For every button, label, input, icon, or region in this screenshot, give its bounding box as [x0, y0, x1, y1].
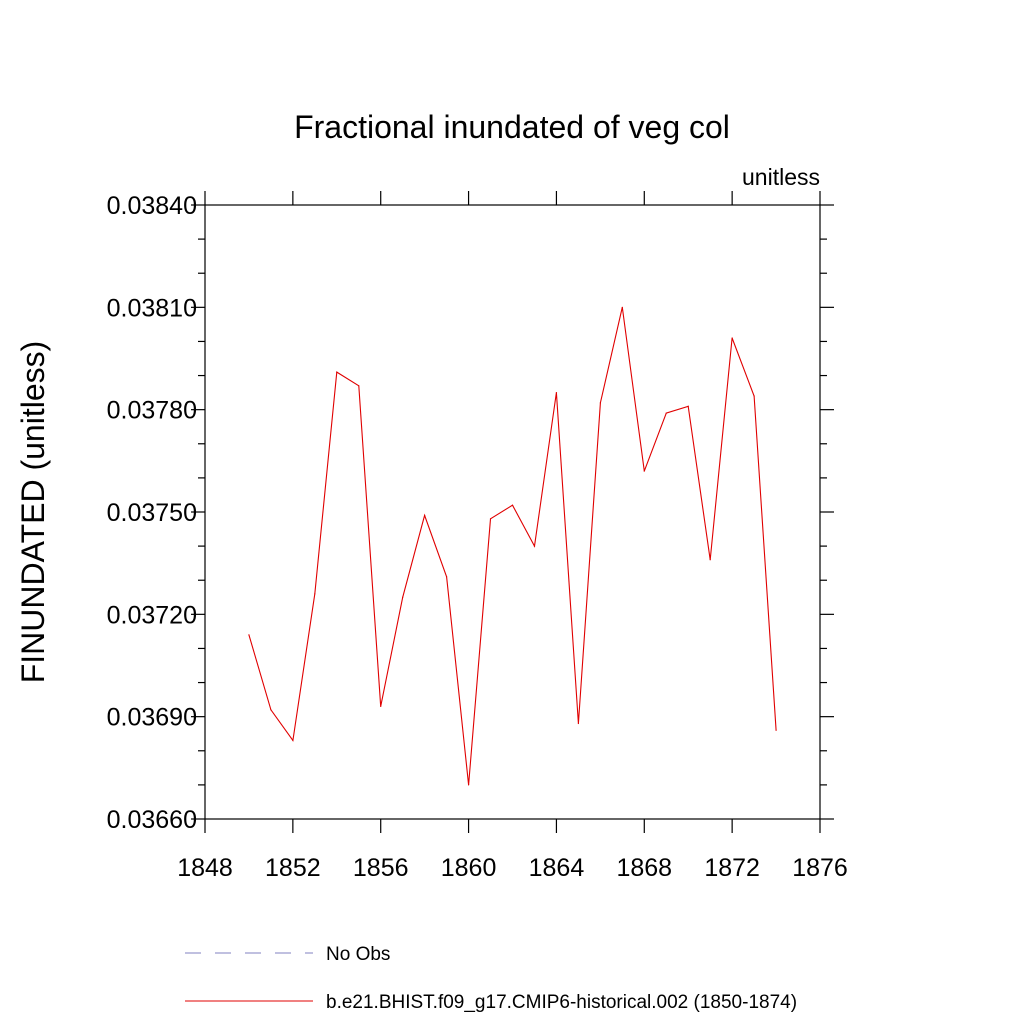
- x-tick-label: 1848: [177, 854, 233, 882]
- data-point: [380, 705, 382, 708]
- y-tick-label: 0.03660: [107, 806, 197, 834]
- data-point: [533, 545, 536, 547]
- y-tick-label: 0.03750: [107, 499, 197, 527]
- data-point: [577, 722, 579, 725]
- plot-frame: [204, 204, 821, 820]
- data-point: [358, 385, 360, 387]
- data-point: [775, 729, 777, 731]
- x-axis-ticks: 1848 1852 1856 1860 1864 1868 1872 1876: [177, 191, 848, 882]
- data-point: [489, 518, 492, 520]
- x-tick-label: 1868: [616, 854, 672, 882]
- data-point: [643, 470, 645, 472]
- data-point: [687, 405, 689, 407]
- series-layer: [248, 306, 777, 786]
- data-point: [292, 739, 294, 742]
- chart-title: Fractional inundated of veg col: [294, 109, 730, 145]
- data-point: [731, 337, 733, 339]
- legend: No Obs b.e21.BHIST.f09_g17.CMIP6-historic…: [185, 944, 797, 1013]
- data-point: [621, 306, 623, 308]
- x-tick-label: 1864: [529, 854, 585, 882]
- units-label: unitless: [742, 164, 820, 190]
- y-axis-ticks: 0.03660 0.03690 0.03720 0.03750 0.03780 0.038…: [107, 192, 834, 834]
- data-point: [709, 559, 711, 561]
- data-point: [555, 392, 558, 394]
- data-point: [467, 784, 470, 786]
- data-point: [314, 593, 316, 595]
- x-tick-label: 1872: [704, 854, 760, 882]
- x-tick-label: 1856: [353, 854, 409, 882]
- data-point: [336, 371, 338, 373]
- data-point: [665, 412, 667, 414]
- legend-label-1: b.e21.BHIST.f09_g17.CMIP6-historical.002…: [326, 992, 797, 1013]
- y-tick-label: 0.03720: [107, 601, 197, 629]
- y-tick-label: 0.03840: [107, 192, 197, 220]
- y-axis-label: FINUNDATED (unitless): [15, 341, 51, 684]
- data-point: [753, 395, 755, 397]
- y-tick-label: 0.03690: [107, 704, 197, 732]
- x-tick-label: 1876: [792, 854, 848, 882]
- data-point: [270, 709, 272, 711]
- data-point: [402, 596, 404, 598]
- data-point: [446, 576, 448, 578]
- x-tick-label: 1852: [265, 854, 321, 882]
- series-line-1: [248, 307, 777, 785]
- data-point: [511, 504, 514, 506]
- data-point: [424, 514, 426, 517]
- y-tick-label: 0.03810: [107, 294, 197, 322]
- y-tick-label: 0.03780: [107, 397, 197, 425]
- data-point: [248, 634, 250, 636]
- legend-label-0: No Obs: [326, 944, 390, 965]
- x-tick-label: 1860: [441, 854, 497, 882]
- data-point: [599, 402, 601, 404]
